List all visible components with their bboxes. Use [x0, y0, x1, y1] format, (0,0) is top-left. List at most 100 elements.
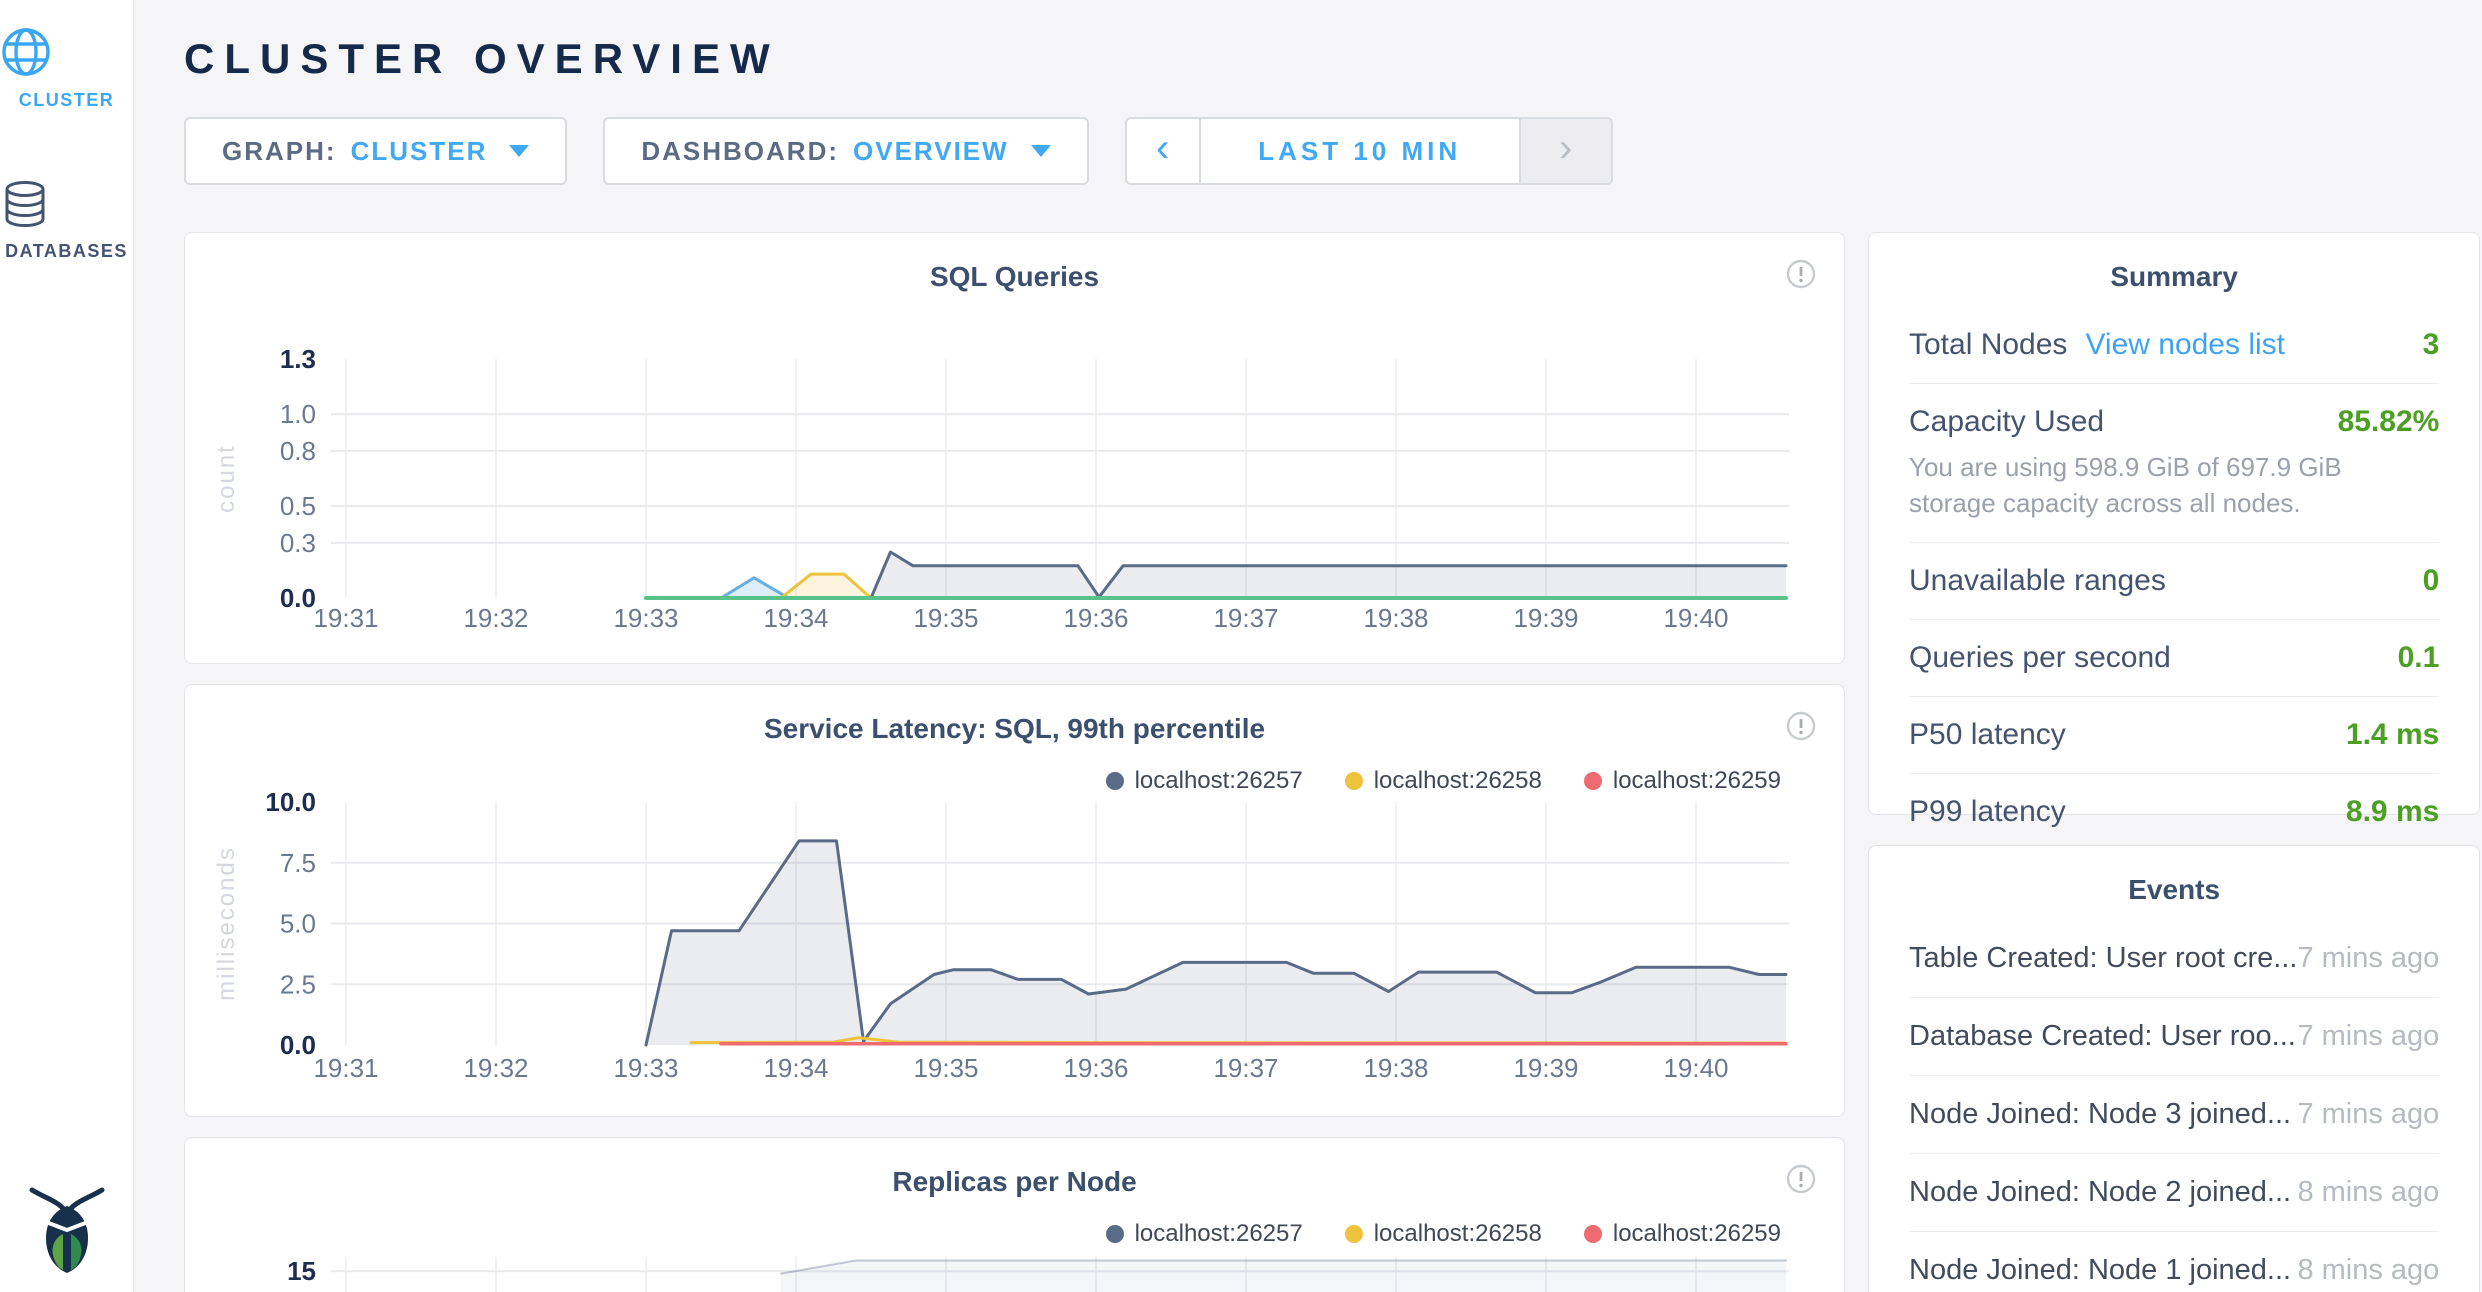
- svg-text:19:35: 19:35: [913, 1053, 978, 1083]
- svg-text:19:35: 19:35: [913, 603, 978, 633]
- event-row: Node Joined: Node 2 joined...8 mins ago: [1909, 1154, 2439, 1232]
- legend-item[interactable]: localhost:26259: [1584, 1220, 1781, 1248]
- svg-text:19:38: 19:38: [1363, 603, 1428, 633]
- legend-dot-icon: [1345, 772, 1363, 790]
- legend-dot-icon: [1345, 1225, 1363, 1243]
- time-range-selector: ‹ LAST 10 MIN ›: [1125, 117, 1613, 185]
- summary-value: 85.82%: [2338, 405, 2440, 439]
- info-icon[interactable]: [1786, 1164, 1816, 1194]
- event-text: Table Created: User root cre...: [1909, 942, 2297, 975]
- legend-item[interactable]: localhost:26257: [1106, 767, 1303, 795]
- summary-description: You are using 598.9 GiB of 697.9 GiB sto…: [1909, 449, 2439, 521]
- svg-text:19:38: 19:38: [1363, 1053, 1428, 1083]
- legend-dot-icon: [1106, 1225, 1124, 1243]
- page-title: CLUSTER OVERVIEW: [184, 35, 2480, 83]
- chevron-down-icon: [1031, 145, 1051, 157]
- graph-dropdown-label: GRAPH:: [222, 136, 337, 167]
- svg-text:19:31: 19:31: [313, 603, 378, 633]
- svg-text:2.5: 2.5: [280, 969, 316, 999]
- chevron-down-icon: [509, 145, 529, 157]
- svg-text:0.3: 0.3: [280, 528, 316, 558]
- info-icon[interactable]: [1786, 711, 1816, 741]
- summary-row: P99 latency 8.9 ms: [1909, 774, 2439, 850]
- time-range-label[interactable]: LAST 10 MIN: [1201, 119, 1519, 183]
- svg-text:19:32: 19:32: [463, 603, 528, 633]
- svg-text:19:37: 19:37: [1213, 1053, 1278, 1083]
- time-next-button[interactable]: ›: [1519, 119, 1611, 183]
- sidebar: CLUSTER DATABASES: [0, 0, 134, 1292]
- summary-label: Queries per second: [1909, 641, 2171, 675]
- svg-text:19:36: 19:36: [1063, 1053, 1128, 1083]
- event-row: Table Created: User root cre...7 mins ag…: [1909, 920, 2439, 998]
- svg-text:milliseconds: milliseconds: [213, 846, 240, 1001]
- graph-dropdown-value: CLUSTER: [351, 136, 488, 167]
- summary-value: 3: [2423, 328, 2440, 362]
- svg-text:19:34: 19:34: [763, 1053, 828, 1083]
- summary-row: Total NodesView nodes list3: [1909, 307, 2439, 384]
- svg-text:count: count: [213, 444, 240, 513]
- chart-title: Service Latency: SQL, 99th percentile: [204, 713, 1825, 745]
- database-icon: [0, 179, 133, 229]
- legend-label: localhost:26257: [1135, 767, 1303, 795]
- info-icon[interactable]: [1786, 259, 1816, 289]
- legend-item[interactable]: localhost:26258: [1345, 1220, 1542, 1248]
- service-latency-card: Service Latency: SQL, 99th percentile lo…: [184, 684, 1845, 1117]
- sidebar-item-cluster[interactable]: CLUSTER: [0, 26, 133, 111]
- graph-dropdown[interactable]: GRAPH: CLUSTER: [184, 117, 567, 185]
- summary-value: 0: [2423, 564, 2440, 598]
- sidebar-item-databases[interactable]: DATABASES: [0, 179, 133, 262]
- svg-text:0.8: 0.8: [280, 436, 316, 466]
- svg-text:19:36: 19:36: [1063, 603, 1128, 633]
- svg-text:19:40: 19:40: [1663, 1053, 1728, 1083]
- view-nodes-link[interactable]: View nodes list: [2085, 328, 2285, 362]
- sql-queries-chart[interactable]: 19:3119:3219:3319:3419:3519:3619:3719:38…: [204, 312, 1827, 652]
- dashboard-dropdown-value: OVERVIEW: [853, 136, 1009, 167]
- event-time: 7 mins ago: [2297, 942, 2439, 975]
- legend-label: localhost:26259: [1613, 1220, 1781, 1248]
- dashboard-dropdown[interactable]: DASHBOARD: OVERVIEW: [603, 117, 1088, 185]
- summary-row: Capacity Used 85.82% You are using 598.9 G…: [1909, 384, 2439, 543]
- legend-label: localhost:26259: [1613, 767, 1781, 795]
- svg-text:0.5: 0.5: [280, 491, 316, 521]
- legend-item[interactable]: localhost:26259: [1584, 767, 1781, 795]
- legend-label: localhost:26258: [1374, 1220, 1542, 1248]
- event-text: Database Created: User roo...: [1909, 1020, 2296, 1053]
- service-latency-chart[interactable]: 19:3119:3219:3319:3419:3519:3619:3719:38…: [204, 792, 1827, 1102]
- svg-text:10.0: 10.0: [265, 792, 316, 817]
- cockroach-logo: [26, 1178, 108, 1274]
- legend-dot-icon: [1106, 772, 1124, 790]
- legend-item[interactable]: localhost:26257: [1106, 1220, 1303, 1248]
- svg-text:1.0: 1.0: [280, 399, 316, 429]
- summary-value: 8.9 ms: [2346, 795, 2439, 829]
- dashboard-dropdown-label: DASHBOARD:: [641, 136, 839, 167]
- event-time: 8 mins ago: [2297, 1254, 2439, 1287]
- event-row: Database Created: User roo...7 mins ago: [1909, 998, 2439, 1076]
- replicas-per-node-card: Replicas per Node localhost:26257 localho…: [184, 1137, 1845, 1292]
- legend-label: localhost:26257: [1135, 1220, 1303, 1248]
- legend-dot-icon: [1584, 772, 1602, 790]
- svg-text:0.0: 0.0: [280, 1030, 316, 1060]
- summary-label: P99 latency: [1909, 795, 2066, 829]
- svg-text:19:40: 19:40: [1663, 603, 1728, 633]
- event-time: 7 mins ago: [2297, 1098, 2439, 1131]
- svg-text:1.3: 1.3: [280, 344, 316, 374]
- time-prev-button[interactable]: ‹: [1127, 119, 1201, 183]
- summary-row: Queries per second 0.1: [1909, 620, 2439, 697]
- sql-queries-card: SQL Queries 19:3119:3219:3319:3419:3519:…: [184, 232, 1845, 664]
- charts-column: SQL Queries 19:3119:3219:3319:3419:3519:…: [184, 232, 1845, 1292]
- summary-label: Capacity Used: [1909, 405, 2104, 439]
- summary-row: P50 latency1.4 ms: [1909, 697, 2439, 774]
- svg-text:7.5: 7.5: [280, 848, 316, 878]
- svg-text:19:33: 19:33: [613, 1053, 678, 1083]
- summary-panel: Summary Total NodesView nodes list3Capac…: [1868, 232, 2480, 815]
- summary-value: 0.1: [2398, 641, 2440, 675]
- events-panel: Events Table Created: User root cre...7 …: [1868, 845, 2480, 1292]
- svg-text:0.0: 0.0: [280, 583, 316, 613]
- legend-item[interactable]: localhost:26258: [1345, 767, 1542, 795]
- summary-value: 1.4 ms: [2346, 718, 2439, 752]
- chart-title: Replicas per Node: [204, 1166, 1825, 1198]
- event-row: Node Joined: Node 1 joined...8 mins ago: [1909, 1232, 2439, 1292]
- svg-text:19:32: 19:32: [463, 1053, 528, 1083]
- chart-legend: localhost:26257 localhost:26258 localhost:…: [204, 767, 1825, 795]
- summary-title: Summary: [1909, 261, 2439, 293]
